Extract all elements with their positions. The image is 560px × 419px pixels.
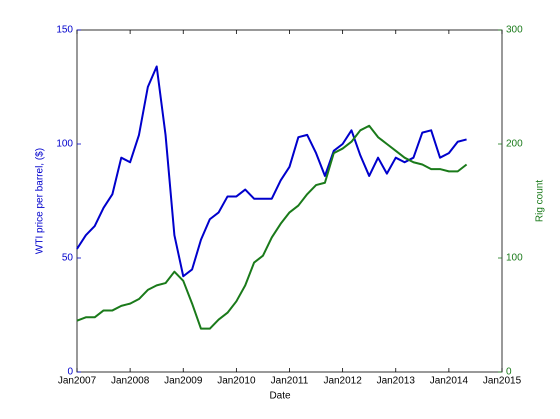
series-line (76, 124, 468, 330)
x-tick-label: Jan2009 (164, 376, 203, 387)
y2-axis-label: Rig count (535, 180, 546, 222)
y2-tick-label: 0 (506, 367, 512, 378)
y-tick-label: 0 (67, 367, 73, 378)
y-tick-label: 150 (56, 25, 73, 36)
x-tick-label: Jan2012 (323, 376, 362, 387)
x-tick-label: Jan2014 (430, 376, 469, 387)
y-tick-label: 50 (62, 253, 74, 264)
series-line (76, 65, 467, 278)
y2-tick-label: 100 (506, 253, 523, 264)
y-axis-label: WTI price per barrel, ($) (35, 148, 46, 254)
y-tick-label: 100 (56, 139, 73, 150)
x-tick-label: Jan2013 (377, 376, 416, 387)
x-tick-label: Jan2010 (217, 376, 256, 387)
x-axis-label: Date (269, 391, 291, 402)
x-tick-label: Jan2007 (58, 376, 97, 387)
plot-frame (76, 29, 503, 373)
y2-tick-label: 200 (506, 139, 523, 150)
x-tick-label: Jan2008 (111, 376, 150, 387)
x-tick-label: Jan2011 (271, 376, 309, 387)
x-tick-label: Jan2015 (483, 376, 522, 387)
y2-tick-label: 300 (506, 25, 523, 36)
